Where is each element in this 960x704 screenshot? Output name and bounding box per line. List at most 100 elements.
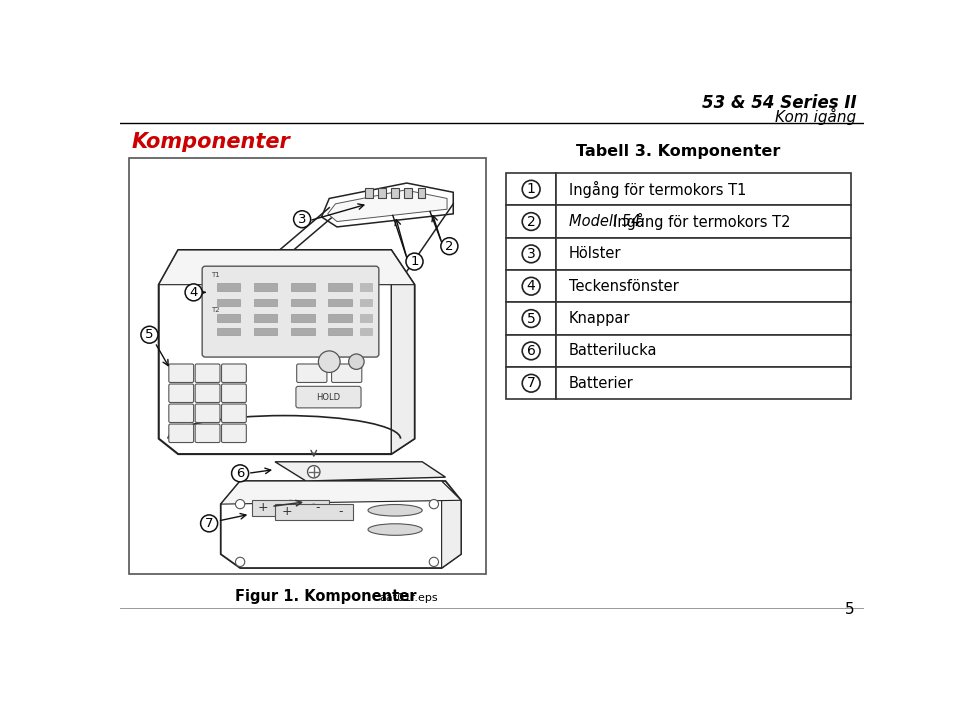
Bar xyxy=(557,367,851,399)
Text: 1: 1 xyxy=(527,182,536,196)
Bar xyxy=(557,238,851,270)
FancyBboxPatch shape xyxy=(296,386,361,408)
FancyBboxPatch shape xyxy=(169,424,194,443)
Bar xyxy=(291,298,315,306)
Bar xyxy=(328,328,351,336)
Bar xyxy=(328,298,351,306)
Text: 5: 5 xyxy=(145,328,154,341)
Circle shape xyxy=(406,253,423,270)
Circle shape xyxy=(201,515,218,532)
Bar xyxy=(365,188,372,199)
Circle shape xyxy=(294,210,311,227)
Polygon shape xyxy=(221,481,461,504)
Bar xyxy=(506,334,557,367)
Text: Tabell 3. Komponenter: Tabell 3. Komponenter xyxy=(576,144,780,159)
FancyBboxPatch shape xyxy=(203,266,379,357)
Circle shape xyxy=(235,500,245,509)
FancyBboxPatch shape xyxy=(195,384,220,403)
Bar xyxy=(254,283,277,291)
Circle shape xyxy=(522,213,540,230)
Circle shape xyxy=(429,558,439,567)
Bar xyxy=(254,314,277,322)
Text: +: + xyxy=(281,505,292,518)
Ellipse shape xyxy=(368,524,422,535)
Bar xyxy=(217,283,240,291)
Circle shape xyxy=(185,284,203,301)
Bar xyxy=(217,328,240,336)
Text: Modell 54:: Modell 54: xyxy=(568,214,650,229)
Circle shape xyxy=(522,245,540,263)
Bar xyxy=(291,283,315,291)
Bar xyxy=(254,328,277,336)
Text: 7: 7 xyxy=(527,376,536,390)
Bar xyxy=(291,314,315,322)
Circle shape xyxy=(231,465,249,482)
Bar xyxy=(217,298,240,306)
Bar xyxy=(360,283,372,291)
Text: Knappar: Knappar xyxy=(568,311,630,326)
Polygon shape xyxy=(221,481,461,568)
Text: T1: T1 xyxy=(211,272,220,278)
Text: 5: 5 xyxy=(845,603,854,617)
Text: Hölster: Hölster xyxy=(568,246,621,261)
Bar xyxy=(506,206,557,238)
Text: 4: 4 xyxy=(527,279,536,294)
Bar xyxy=(291,328,315,336)
Text: 2: 2 xyxy=(527,215,536,229)
Circle shape xyxy=(522,180,540,198)
Polygon shape xyxy=(275,462,445,481)
Text: HOLD: HOLD xyxy=(317,393,341,401)
Ellipse shape xyxy=(368,505,422,516)
Text: +: + xyxy=(258,501,269,515)
Circle shape xyxy=(522,277,540,295)
FancyBboxPatch shape xyxy=(222,424,247,443)
Bar xyxy=(252,501,329,515)
Circle shape xyxy=(141,326,158,344)
Circle shape xyxy=(441,238,458,255)
FancyBboxPatch shape xyxy=(297,364,327,382)
Circle shape xyxy=(348,354,364,370)
Polygon shape xyxy=(442,481,461,568)
Bar xyxy=(360,328,372,336)
Text: 53 & 54 Series II: 53 & 54 Series II xyxy=(702,94,856,113)
Text: T2: T2 xyxy=(211,307,220,313)
Text: Ingång för termokors T2: Ingång för termokors T2 xyxy=(612,213,790,230)
Text: -: - xyxy=(339,505,343,518)
Bar xyxy=(360,314,372,322)
Text: Teckensfönster: Teckensfönster xyxy=(568,279,679,294)
Text: Batterier: Batterier xyxy=(568,376,634,391)
Bar xyxy=(275,504,352,520)
Text: Batterilucka: Batterilucka xyxy=(568,344,658,358)
Bar xyxy=(418,188,425,199)
FancyBboxPatch shape xyxy=(195,424,220,443)
Bar xyxy=(506,238,557,270)
Text: 7: 7 xyxy=(204,517,213,530)
Bar xyxy=(130,158,486,574)
Text: Kom igång: Kom igång xyxy=(775,108,856,125)
Bar xyxy=(360,298,372,306)
Polygon shape xyxy=(322,183,453,227)
Circle shape xyxy=(307,465,320,478)
FancyBboxPatch shape xyxy=(169,364,194,382)
Bar xyxy=(328,314,351,322)
Bar xyxy=(506,173,557,206)
Circle shape xyxy=(319,351,340,372)
Bar xyxy=(557,303,851,334)
Bar xyxy=(392,188,399,199)
Text: 3: 3 xyxy=(527,247,536,261)
Polygon shape xyxy=(392,250,415,454)
Bar xyxy=(557,173,851,206)
Polygon shape xyxy=(327,190,447,222)
FancyBboxPatch shape xyxy=(195,404,220,422)
FancyBboxPatch shape xyxy=(222,404,247,422)
Bar xyxy=(254,298,277,306)
Bar xyxy=(557,270,851,303)
Bar xyxy=(378,188,386,199)
Polygon shape xyxy=(158,250,415,284)
Polygon shape xyxy=(158,250,415,454)
Bar xyxy=(217,314,240,322)
Text: 4: 4 xyxy=(189,286,198,299)
Text: aat01f.eps: aat01f.eps xyxy=(379,593,439,603)
FancyBboxPatch shape xyxy=(169,384,194,403)
Text: 6: 6 xyxy=(236,467,244,480)
